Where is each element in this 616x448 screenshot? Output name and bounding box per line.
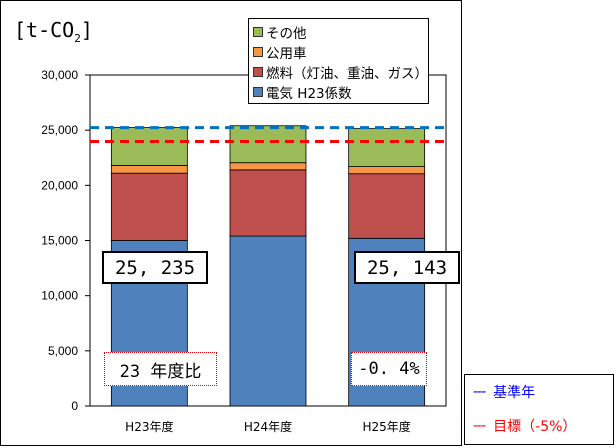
ref-legend-label-target: 目標（-5%） <box>493 419 577 435</box>
bar-segment <box>348 166 426 175</box>
legend-swatch-fuel <box>253 67 263 77</box>
bar-segment <box>229 162 307 171</box>
legend-item-fuel: 燃料（灯油、重油、ガス） <box>253 62 428 82</box>
legend-label-fuel: 燃料（灯油、重油、ガス） <box>266 66 428 82</box>
y-tick-label: 25,000 <box>41 123 78 137</box>
legend-swatch-other <box>253 27 263 37</box>
y-tick-label: 10,000 <box>41 289 78 303</box>
bar-segment <box>229 169 307 237</box>
series-legend: その他 公用車 燃料（灯油、重油、ガス） 電気 H23係数 <box>248 18 429 104</box>
ref-legend-item-base-year: --- 基準年 <box>473 375 613 409</box>
reference-line-legend: --- 基準年 --- 目標（-5%） <box>464 374 614 445</box>
ref-legend-item-target: --- 目標（-5%） <box>473 409 613 443</box>
bar-segment <box>229 125 307 164</box>
legend-swatch-vehicle <box>253 47 263 57</box>
total-box-h23: 25, 235 <box>102 251 208 284</box>
total-box-h25: 25, 143 <box>354 251 460 284</box>
y-tick-label: 0 <box>71 399 78 413</box>
ref-legend-dash-target: --- <box>473 418 486 434</box>
legend-item-other: その他 <box>253 22 428 42</box>
bar-segment <box>110 172 188 241</box>
legend-label-electricity: 電気 H23係数 <box>266 86 352 102</box>
ref-legend-dash-base-year: --- <box>473 384 486 400</box>
bar-segment <box>229 235 307 407</box>
y-tick-label: 15,000 <box>41 234 78 248</box>
x-tick-label: H23年度 <box>125 419 173 434</box>
legend-label-vehicle: 公用車 <box>266 46 307 62</box>
unit-label: [t-CO2] <box>14 18 93 45</box>
legend-label-other: その他 <box>266 26 307 42</box>
x-tick-label: H25年度 <box>363 419 411 434</box>
y-tick-label: 30,000 <box>41 68 78 82</box>
y-tick-label: 20,000 <box>41 178 78 192</box>
bar-segment <box>348 128 426 167</box>
y-tick-label: 5,000 <box>48 344 78 358</box>
legend-item-electricity: 電気 H23係数 <box>253 82 428 102</box>
ref-legend-label-base-year: 基準年 <box>493 385 536 401</box>
note-box-h25: -0. 4% <box>351 352 427 386</box>
bar-segment <box>110 165 188 174</box>
bar-segment <box>110 127 188 166</box>
legend-swatch-electricity <box>253 87 263 97</box>
bar-segment <box>348 173 426 239</box>
note-box-h23: 23 年度比 <box>104 352 217 386</box>
x-tick-label: H24年度 <box>244 419 292 434</box>
legend-item-vehicle: 公用車 <box>253 42 428 62</box>
